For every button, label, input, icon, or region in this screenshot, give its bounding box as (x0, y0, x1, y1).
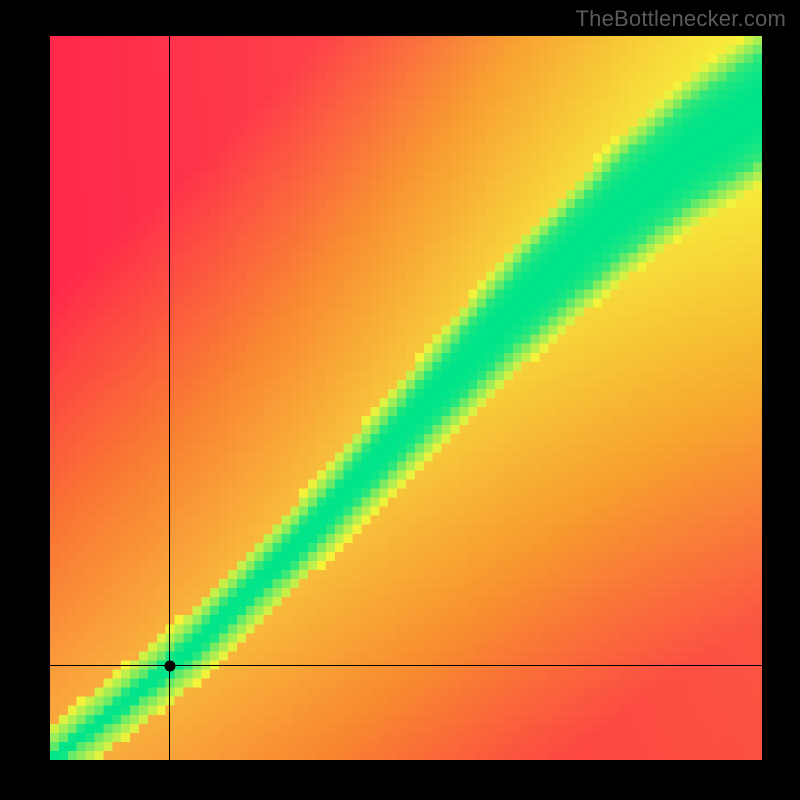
plot-area (50, 36, 762, 760)
crosshair-vertical (169, 36, 170, 760)
watermark-text: TheBottlenecker.com (576, 6, 786, 32)
crosshair-horizontal (50, 665, 762, 666)
bottleneck-heatmap (50, 36, 762, 760)
crosshair-marker[interactable] (164, 660, 175, 671)
